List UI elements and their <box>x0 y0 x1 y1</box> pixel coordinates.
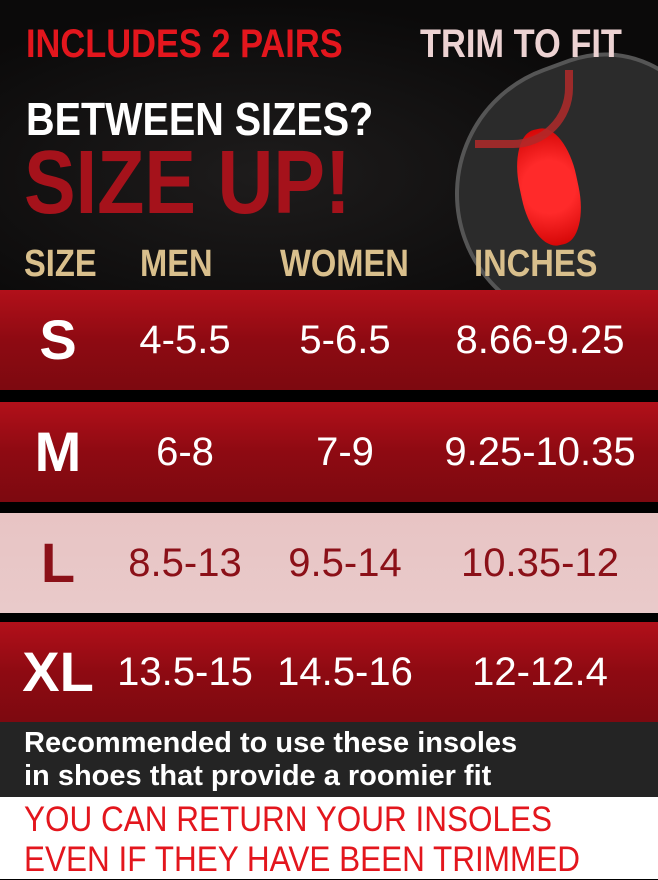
cell-women: 5-6.5 <box>299 318 391 362</box>
cell-men: 8.5-13 <box>128 541 242 585</box>
trim-text: TRIM TO FIT <box>420 22 622 66</box>
arrow-icon <box>475 70 573 148</box>
cell-size: M <box>34 420 82 483</box>
return-policy: YOU CAN RETURN YOUR INSOLES EVEN IF THEY… <box>0 797 658 879</box>
cell-women: 9.5-14 <box>288 541 402 585</box>
size-up-text: SIZE UP! <box>24 133 351 233</box>
cell-men: 4-5.5 <box>139 318 231 362</box>
table-row: M 6-8 7-9 9.25-10.35 <box>0 402 658 502</box>
hero-banner: INCLUDES 2 PAIRS TRIM TO FIT BETWEEN SIZ… <box>0 0 658 290</box>
cell-women: 7-9 <box>316 430 374 474</box>
return-line-2: EVEN IF THEY HAVE BEEN TRIMMED <box>24 840 581 879</box>
column-header-women: WOMEN <box>280 243 409 285</box>
return-line-1: YOU CAN RETURN YOUR INSOLES <box>24 800 553 839</box>
table-row: XL 13.5-15 14.5-16 12-12.4 <box>0 622 658 722</box>
column-header-size: SIZE <box>24 243 97 285</box>
cell-men: 13.5-15 <box>117 650 253 694</box>
column-header-men: MEN <box>140 243 213 285</box>
fit-note-line-1: Recommended to use these insoles <box>24 727 518 759</box>
cell-size: L <box>40 531 76 594</box>
cell-inches: 12-12.4 <box>472 650 608 694</box>
cell-size: S <box>39 308 77 371</box>
cell-inches: 9.25-10.35 <box>444 430 636 474</box>
between-sizes-text: BETWEEN SIZES? <box>26 93 374 145</box>
fit-note-line-2: in shoes that provide a roomier fit <box>24 760 492 792</box>
cell-size: XL <box>22 640 94 703</box>
fit-note: Recommended to use these insoles in shoe… <box>0 722 658 797</box>
column-header-inches: INCHES <box>474 243 598 285</box>
includes-text: INCLUDES 2 PAIRS <box>26 22 343 66</box>
table-row: L 8.5-13 9.5-14 10.35-12 <box>0 513 658 613</box>
cell-inches: 10.35-12 <box>461 541 619 585</box>
table-row: S 4-5.5 5-6.5 8.66-9.25 <box>0 290 658 390</box>
cell-women: 14.5-16 <box>277 650 413 694</box>
cell-men: 6-8 <box>156 430 214 474</box>
cell-inches: 8.66-9.25 <box>455 318 625 362</box>
